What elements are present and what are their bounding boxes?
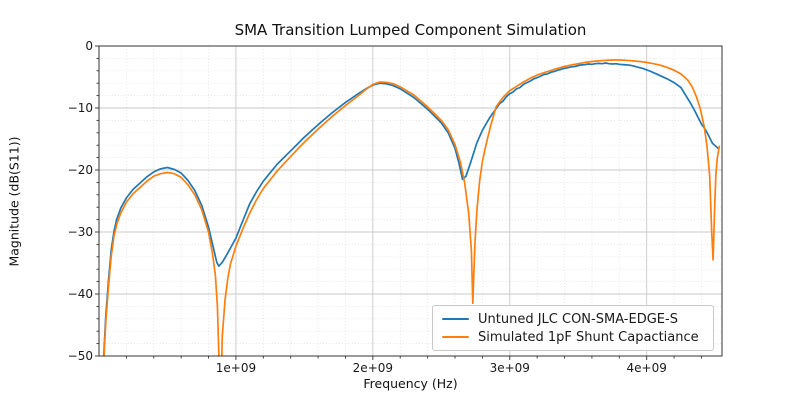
tick-marks: [95, 45, 702, 360]
x-tick-label: 4e+09: [626, 361, 667, 375]
y-tick-label: 0: [85, 39, 93, 53]
x-tick-label: 2e+09: [352, 361, 394, 375]
y-tick-label: −30: [67, 225, 93, 239]
legend-entry-untuned: Untuned JLC CON-SMA-EDGE-S: [442, 310, 705, 328]
x-axis-label: Frequency (Hz): [363, 376, 458, 391]
y-tick-label: −50: [67, 349, 93, 363]
x-tick-label: 1e+09: [215, 361, 257, 375]
legend-swatch: [442, 336, 469, 338]
y-tick-label: −40: [67, 287, 93, 301]
legend-label: Simulated 1pF Shunt Capactiance: [478, 329, 699, 345]
series-line-1: [103, 59, 721, 356]
chart-title: SMA Transition Lumped Component Simulati…: [234, 21, 587, 39]
y-axis-label: Magnitude (dB(S11)): [6, 136, 22, 267]
series-line-0: [102, 62, 719, 356]
legend-label: Untuned JLC CON-SMA-EDGE-S: [478, 311, 678, 327]
legend: Untuned JLC CON-SMA-EDGE-S Simulated 1pF…: [432, 305, 714, 351]
legend-entry-simulated: Simulated 1pF Shunt Capactiance: [442, 328, 705, 346]
plot-spines: [98, 45, 723, 357]
legend-swatch: [442, 318, 469, 320]
y-tick-label: −10: [67, 101, 93, 115]
x-tick-label: 3e+09: [489, 361, 530, 375]
y-tick-label: −20: [67, 163, 93, 177]
